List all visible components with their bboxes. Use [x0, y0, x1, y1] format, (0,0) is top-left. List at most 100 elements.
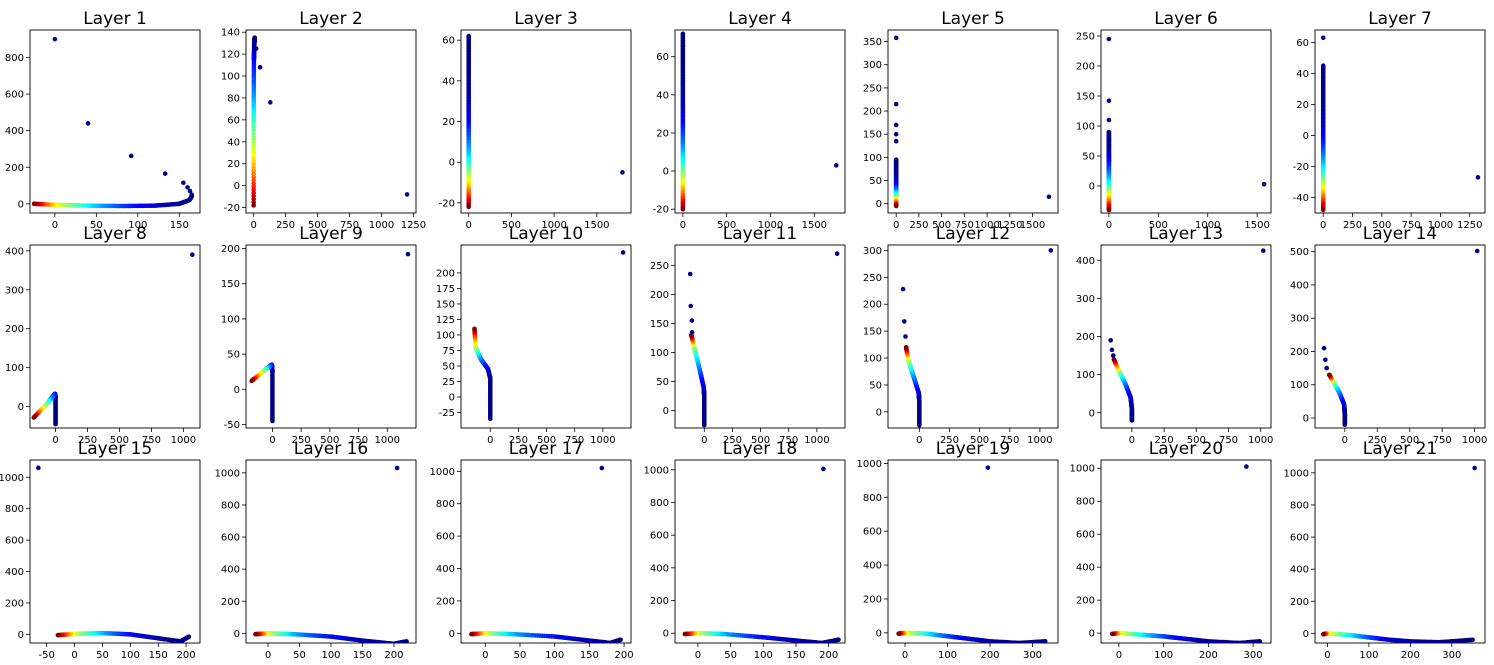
- y-tick-label: 0: [449, 629, 455, 640]
- outlier-point: [85, 121, 91, 126]
- y-tick-label: 40: [1296, 69, 1309, 80]
- y-tick-label: 0: [1089, 408, 1095, 419]
- x-tick-label: 100: [754, 650, 773, 661]
- x-tick-label: 500: [320, 435, 339, 446]
- y-tick-label: 800: [5, 53, 24, 64]
- y-tick-label: 1000: [1070, 464, 1095, 475]
- panel-title: Layer 20: [1149, 439, 1223, 459]
- outlier-point: [903, 334, 908, 339]
- x-tick-label: 250: [723, 435, 742, 446]
- y-tick-label: 25: [442, 377, 455, 388]
- axes-frame: [1314, 459, 1486, 644]
- x-tick-label: 500: [751, 435, 770, 446]
- axes-frame: [1100, 459, 1272, 644]
- x-tick-label: 150: [786, 650, 805, 661]
- x-tick-label: 500: [537, 435, 556, 446]
- y-tick-label: 100: [436, 330, 455, 341]
- y-tick-label: 100: [1076, 122, 1095, 133]
- x-tick-label: 0: [265, 650, 271, 661]
- x-tick-label: 1250: [401, 220, 426, 231]
- x-tick-label: 750: [1402, 220, 1421, 231]
- x-tick-label: 0: [916, 435, 922, 446]
- y-tick-label: 200: [436, 596, 455, 607]
- x-tick-label: 500: [1187, 435, 1206, 446]
- data-points: [896, 465, 1048, 643]
- data-points: [893, 35, 1052, 209]
- x-tick-label: 1000: [1462, 435, 1487, 446]
- y-tick-label: 200: [863, 107, 882, 118]
- y-tick-label: 60: [227, 115, 240, 126]
- x-tick-label: 0: [695, 650, 701, 661]
- y-tick-label: -40: [1293, 193, 1309, 204]
- y-tick-label: 800: [436, 499, 455, 510]
- panel-layer-7: Layer 7 0 250 500 750 1000 1250 -40 -20 0 20 40 60: [1293, 9, 1486, 231]
- outlier-point: [1046, 194, 1052, 200]
- y-tick-label: 200: [1076, 332, 1095, 343]
- outlier-point: [128, 153, 134, 159]
- outlier-point: [893, 101, 899, 107]
- outlier-point: [181, 180, 186, 186]
- data-point: [1109, 631, 1115, 637]
- outlier-point: [36, 465, 41, 471]
- panel-layer-1: Layer 1 0 50 100 150 0 200 400 600 800: [5, 9, 201, 231]
- panel-layer-15: Layer 15 -50 0 50 100 150 200 0 200 400 600 800 1000: [0, 439, 201, 661]
- y-tick-label: 150: [650, 319, 669, 330]
- y-tick-label: 140: [221, 28, 240, 39]
- data-point: [469, 631, 474, 637]
- y-tick-label: 120: [221, 50, 240, 61]
- data-point: [31, 415, 37, 420]
- panel-title: Layer 3: [514, 9, 578, 29]
- outlier-point: [893, 131, 899, 137]
- panel-title: Layer 17: [509, 439, 583, 459]
- panel-title: Layer 12: [936, 224, 1010, 244]
- y-tick-label: 40: [227, 137, 240, 148]
- y-tick-label: 1000: [430, 467, 455, 478]
- y-tick-label: 1000: [215, 468, 240, 479]
- data-point: [893, 203, 899, 209]
- x-tick-label: 0: [1320, 220, 1326, 231]
- x-tick-label: 750: [1433, 435, 1452, 446]
- y-tick-label: 150: [221, 279, 240, 290]
- x-tick-label: 500: [502, 220, 521, 231]
- y-tick-label: 400: [5, 567, 24, 578]
- x-tick-label: 1000: [171, 435, 196, 446]
- outlier-point: [1261, 181, 1267, 187]
- x-tick-label: 250: [1155, 435, 1174, 446]
- y-tick-label: -25: [439, 408, 455, 419]
- x-tick-label: 0: [1324, 650, 1330, 661]
- y-tick-label: 100: [221, 72, 240, 83]
- y-tick-label: 40: [442, 76, 455, 87]
- y-tick-label: 400: [5, 126, 24, 137]
- x-tick-label: 1000: [1248, 435, 1273, 446]
- y-tick-label: 300: [1290, 314, 1309, 325]
- y-tick-label: 0: [1303, 629, 1309, 640]
- x-tick-label: 750: [142, 435, 161, 446]
- outlier-point: [1323, 357, 1328, 363]
- x-tick-label: 500: [110, 435, 129, 446]
- y-tick-label: -20: [439, 198, 455, 209]
- outlier-point: [404, 192, 410, 197]
- x-tick-label: 0: [52, 220, 58, 231]
- y-tick-label: 20: [1296, 100, 1309, 111]
- y-tick-label: 250: [650, 261, 669, 272]
- x-tick-label: 0: [487, 435, 493, 446]
- y-tick-label: 600: [5, 536, 24, 547]
- y-tick-label: 0: [663, 629, 669, 640]
- panel-title: Layer 14: [1363, 224, 1437, 244]
- y-tick-label: 200: [436, 268, 455, 279]
- outlier-point: [189, 192, 195, 197]
- y-tick-label: 200: [1076, 596, 1095, 607]
- y-tick-label: 0: [663, 406, 669, 417]
- x-tick-label: 750: [779, 435, 798, 446]
- y-tick-label: 400: [1290, 280, 1309, 291]
- y-tick-label: 300: [5, 285, 24, 296]
- x-tick-label: 250: [78, 435, 97, 446]
- outlier-point: [394, 465, 400, 471]
- outlier-point: [1475, 175, 1481, 180]
- outlier-point: [833, 163, 839, 168]
- outlier-point: [1108, 338, 1113, 343]
- panel-layer-21: Layer 21 0 100 200 300 0 200 400 600 800 1000: [1284, 439, 1486, 661]
- outlier-point: [162, 171, 168, 176]
- y-tick-label: 100: [650, 348, 669, 359]
- x-tick-label: 0: [893, 220, 899, 231]
